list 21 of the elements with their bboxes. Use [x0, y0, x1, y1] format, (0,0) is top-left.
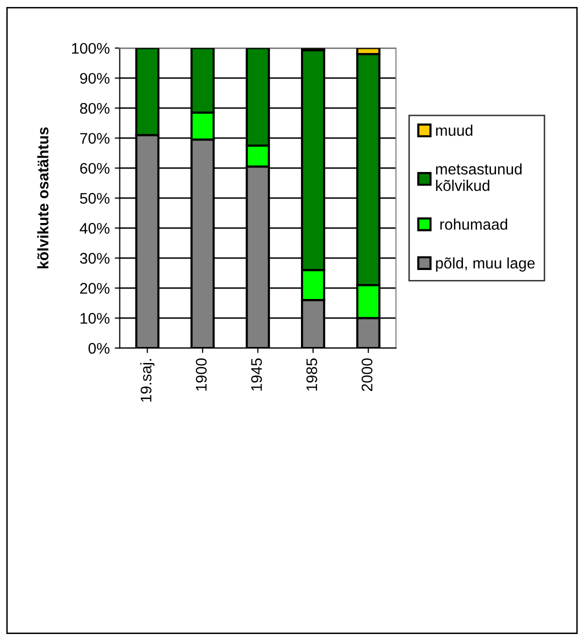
x-tick-label: 1945	[251, 358, 262, 391]
y-tick-label: 0%	[88, 342, 110, 354]
y-tick-label: 70%	[80, 132, 110, 144]
legend-label: rohumaad	[440, 218, 508, 230]
y-tick-label: 30%	[80, 252, 110, 264]
x-tick-label: 19.saj.	[140, 359, 154, 402]
y-tick-label: 90%	[80, 72, 110, 84]
y-tick-label: 10%	[80, 312, 110, 324]
y-tick-label: 100%	[72, 42, 110, 54]
y-tick-label: 20%	[80, 282, 110, 294]
legend-label: muud	[436, 124, 472, 136]
y-tick-label: 50%	[80, 192, 110, 204]
x-tick-label: 1900	[196, 358, 207, 391]
x-tick-label: 2000	[362, 358, 372, 391]
x-tick-label: 1985	[306, 358, 318, 391]
legend-label: metsastunud kõlvikud	[436, 163, 522, 192]
y-tick-label: 40%	[80, 222, 110, 234]
legend-label: põld, muu lage	[436, 257, 535, 272]
y-axis-title: kõlvikute osatähtus	[37, 127, 48, 268]
y-tick-label: 60%	[80, 162, 110, 174]
y-tick-label: 80%	[80, 102, 110, 114]
